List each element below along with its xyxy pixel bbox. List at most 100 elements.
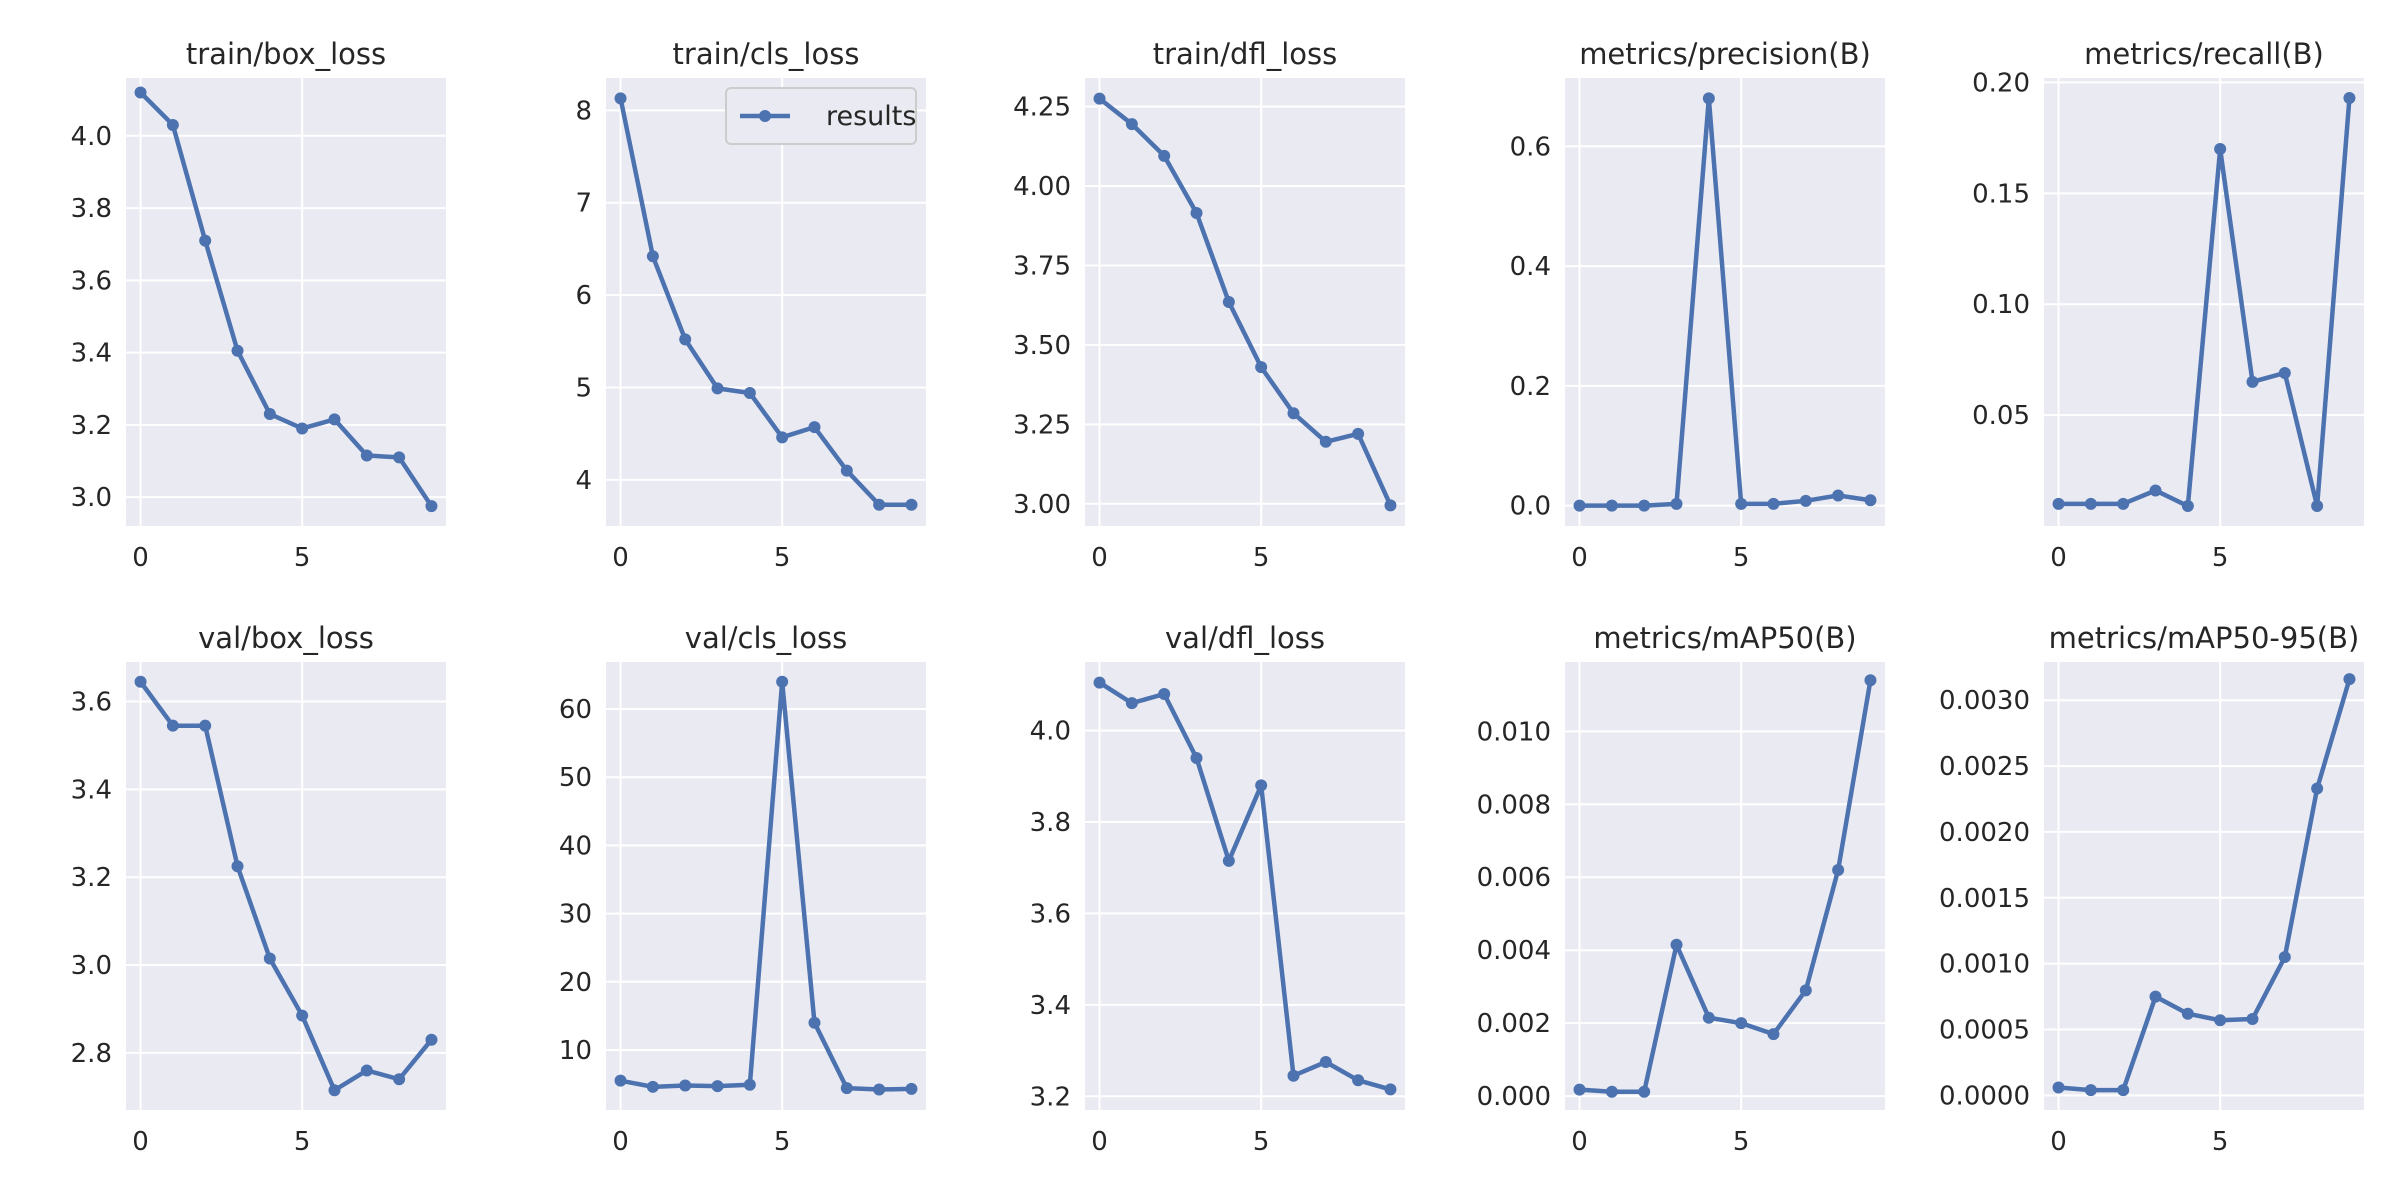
- y-tick-label: 0.006: [1477, 863, 1551, 893]
- y-tick-label: 6: [575, 281, 592, 311]
- plot-area: [1085, 662, 1405, 1110]
- x-tick-label: 0: [132, 543, 149, 573]
- data-point: [166, 118, 179, 131]
- x-tick-label: 5: [1253, 1127, 1270, 1157]
- series-line: [138, 90, 434, 509]
- y-tick-label: 3.8: [1030, 808, 1071, 838]
- data-point: [1638, 1085, 1651, 1098]
- y-tick-label: 0.000: [1477, 1082, 1551, 1112]
- y-tick-label: 3.2: [71, 863, 112, 893]
- data-point: [2117, 1084, 2130, 1097]
- x-tick-label: 0: [612, 1127, 629, 1157]
- plot-area: [2044, 662, 2364, 1110]
- x-tick-label: 0: [612, 543, 629, 573]
- subplot-title: train/box_loss: [186, 37, 386, 71]
- data-point: [2117, 497, 2130, 510]
- y-tick-label: 3.50: [1013, 331, 1071, 361]
- data-point: [1384, 1083, 1397, 1096]
- data-point: [296, 422, 309, 435]
- series-line: [138, 679, 434, 1093]
- data-point: [231, 344, 244, 357]
- plot-area: [606, 78, 926, 526]
- data-point: [1638, 499, 1651, 512]
- y-tick-label: 4.00: [1013, 172, 1071, 202]
- data-point: [1735, 497, 1748, 510]
- data-point: [134, 86, 147, 99]
- y-tick-label: 4.0: [1030, 717, 1071, 747]
- data-point: [328, 1084, 341, 1097]
- y-tick-label: 8: [575, 96, 592, 126]
- x-tick-label: 5: [774, 1127, 791, 1157]
- data-point: [614, 92, 627, 105]
- data-point: [393, 451, 406, 464]
- data-point: [1319, 1056, 1332, 1068]
- data-point: [1573, 1083, 1586, 1096]
- data-point: [743, 386, 756, 399]
- data-point: [2278, 366, 2291, 379]
- y-tick-label: 0.0010: [1939, 950, 2030, 980]
- data-point: [1158, 149, 1171, 162]
- data-point: [873, 498, 886, 511]
- data-point: [2311, 500, 2324, 513]
- data-point: [231, 860, 244, 873]
- y-tick-label: 3.6: [71, 688, 112, 718]
- data-point: [840, 464, 853, 477]
- plot-area: [1085, 78, 1405, 526]
- subplot-8: metrics/mAP50(B) 0 5 0.000 0.002 0.004 0.006 0.…: [1477, 621, 1885, 1157]
- subplot-6: val/cls_loss 0 5 10 20 30 40 50 60: [559, 621, 926, 1157]
- y-tick-label: 0.004: [1477, 936, 1551, 966]
- data-point: [873, 1083, 886, 1096]
- x-tick-label: 5: [294, 1127, 311, 1157]
- data-point: [1093, 92, 1106, 105]
- data-point: [263, 952, 276, 965]
- data-point: [1158, 688, 1171, 700]
- data-point: [328, 413, 341, 426]
- data-point: [2343, 673, 2356, 686]
- y-tick-label: 4.25: [1013, 93, 1071, 123]
- y-tick-label: 0.0000: [1939, 1081, 2030, 1111]
- y-tick-label: 3.00: [1013, 490, 1071, 520]
- y-tick-label: 0.0020: [1939, 818, 2030, 848]
- subplot-title: val/box_loss: [198, 621, 374, 655]
- x-tick-label: 0: [2050, 1127, 2067, 1157]
- data-point: [2343, 91, 2356, 104]
- data-point: [1352, 1074, 1365, 1087]
- y-tick-label: 3.0: [71, 951, 112, 981]
- data-point: [2214, 1014, 2227, 1027]
- plot-area: [2044, 78, 2364, 526]
- y-tick-label: 0.4: [1510, 252, 1551, 282]
- legend-label: results: [826, 101, 916, 132]
- subplot-2: train/dfl_loss 0 5 3.00 3.25 3.50 3.75 4.00 4.25: [1013, 37, 1405, 573]
- data-point: [1319, 435, 1332, 448]
- data-point: [1190, 207, 1203, 220]
- y-tick-label: 4.0: [71, 122, 112, 152]
- y-tick-label: 7: [575, 189, 592, 219]
- y-tick-label: 3.2: [1030, 1082, 1071, 1112]
- data-point: [1670, 497, 1683, 510]
- subplot-title: val/dfl_loss: [1165, 621, 1325, 655]
- subplot-0: train/box_loss 0 5 3.0 3.2 3.4 3.6 3.8 4.0: [71, 37, 446, 573]
- data-point: [1799, 984, 1812, 997]
- x-tick-label: 5: [1733, 1127, 1750, 1157]
- x-tick-label: 5: [2212, 543, 2229, 573]
- data-point: [2052, 1081, 2065, 1094]
- y-tick-label: 60: [559, 695, 592, 725]
- data-point: [646, 250, 659, 263]
- data-point: [711, 382, 724, 395]
- y-tick-label: 3.4: [71, 339, 112, 369]
- data-point: [905, 1082, 918, 1095]
- x-tick-label: 5: [294, 543, 311, 573]
- data-point: [393, 1073, 406, 1086]
- data-point: [1255, 361, 1268, 374]
- y-tick-label: 10: [559, 1036, 592, 1066]
- data-point: [808, 1016, 821, 1029]
- x-tick-label: 0: [132, 1127, 149, 1157]
- data-point: [776, 431, 789, 444]
- plot-area: [126, 662, 446, 1110]
- data-point: [711, 1080, 724, 1093]
- data-point: [360, 1064, 373, 1077]
- data-point: [1255, 779, 1268, 792]
- y-tick-label: 3.4: [71, 775, 112, 805]
- legend-box: [725, 87, 917, 145]
